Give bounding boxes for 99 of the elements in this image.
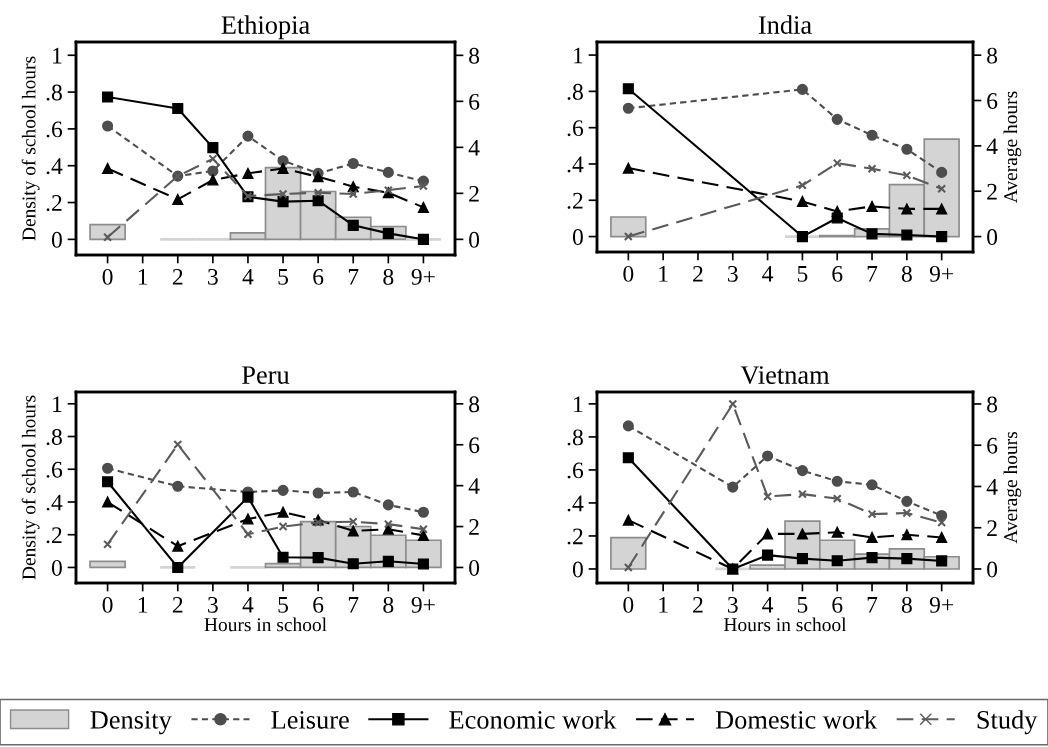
legend-label: Economic work xyxy=(449,710,617,729)
y-tick-label: 1 xyxy=(53,47,62,64)
x-tick-label: 1 xyxy=(659,265,668,282)
x-tick-label: 4 xyxy=(762,266,774,282)
x-tick-label: 9+ xyxy=(411,596,435,613)
y-tick-label: .4 xyxy=(567,495,584,512)
x-tick-label: 9+ xyxy=(411,268,435,285)
x-tick-label: 8 xyxy=(383,596,394,613)
y2-tick-label: 4 xyxy=(986,138,998,155)
chart-title: India xyxy=(758,15,812,34)
x-tick-label: 1 xyxy=(659,596,668,613)
x-tick-label: 6 xyxy=(313,596,324,613)
y-tick-label: .2 xyxy=(46,195,62,212)
x-tick-label: 3 xyxy=(728,265,738,282)
x-tick-label: 2 xyxy=(693,265,703,282)
y-tick-label: 1 xyxy=(53,396,62,412)
chart-title: Ethiopia xyxy=(221,15,310,40)
y-tick-label: 0 xyxy=(51,231,62,248)
x-tick-label: 1 xyxy=(138,596,148,613)
y2-tick-label: 4 xyxy=(468,478,480,494)
y-tick-label: .8 xyxy=(46,84,62,101)
y2-tick-label: 6 xyxy=(469,93,480,110)
x-tick-label: 9+ xyxy=(929,265,954,282)
y-axis-title: Density of school hours xyxy=(21,56,40,241)
y-tick-label: .6 xyxy=(46,461,63,478)
legend-label: Study xyxy=(977,710,1038,735)
y2-tick-label: 0 xyxy=(469,231,480,248)
y2-tick-label: 8 xyxy=(987,396,998,413)
x-tick-label: 5 xyxy=(278,269,289,285)
x-tick-label: 3 xyxy=(728,596,738,613)
x-tick-label: 0 xyxy=(102,268,113,285)
y-tick-label: .4 xyxy=(567,156,584,173)
x-tick-label: 4 xyxy=(242,597,254,613)
y2-tick-label: 0 xyxy=(987,229,998,245)
y-tick-label: 0 xyxy=(572,561,583,578)
legend-label: Density xyxy=(90,711,172,735)
y-tick-label: .8 xyxy=(567,83,583,100)
y2-axis-title: Average hours xyxy=(1003,431,1022,544)
x-tick-label: 7 xyxy=(867,266,878,282)
y-tick-label: .6 xyxy=(46,121,63,138)
x-tick-label: 4 xyxy=(242,269,254,285)
y2-tick-label: 2 xyxy=(987,520,997,536)
y-tick-label: 0 xyxy=(572,229,583,245)
x-tick-label: 3 xyxy=(208,268,218,285)
y2-tick-label: 8 xyxy=(987,47,998,64)
x-tick-label: 5 xyxy=(797,597,808,613)
x-tick-label: 0 xyxy=(623,265,634,282)
y2-tick-label: 6 xyxy=(987,93,998,109)
y2-tick-label: 8 xyxy=(469,47,480,64)
chart-title: Vietnam xyxy=(740,366,830,385)
y-tick-label: .2 xyxy=(567,528,583,545)
y2-tick-label: 2 xyxy=(469,519,479,535)
x-tick-label: 8 xyxy=(901,596,912,613)
y-tick-label: .4 xyxy=(46,158,63,175)
x-tick-label: 2 xyxy=(172,268,183,285)
x-tick-label: 7 xyxy=(348,597,359,613)
x-axis-title: Hours in school xyxy=(723,617,847,632)
legend-label: Leisure xyxy=(271,711,349,729)
x-tick-label: 3 xyxy=(208,596,218,613)
y-tick-label: .2 xyxy=(567,192,583,209)
y-tick-label: .4 xyxy=(46,494,63,511)
x-tick-label: 0 xyxy=(623,596,634,613)
y2-tick-label: 0 xyxy=(469,559,480,576)
x-tick-label: 5 xyxy=(278,597,289,613)
y2-tick-label: 2 xyxy=(469,185,479,202)
y-axis-title: Density of school hours xyxy=(21,395,40,580)
y-tick-label: 1 xyxy=(574,47,583,64)
chart-title: Peru xyxy=(242,366,290,384)
x-tick-label: 8 xyxy=(383,268,394,285)
y-tick-label: .6 xyxy=(567,120,584,137)
legend-label: Domestic work xyxy=(715,710,878,729)
x-tick-label: 2 xyxy=(172,596,183,613)
y2-tick-label: 4 xyxy=(468,140,480,156)
x-tick-label: 9+ xyxy=(929,596,954,613)
x-tick-label: 6 xyxy=(832,596,843,613)
y2-axis-title: Average hours xyxy=(1003,91,1022,204)
y2-tick-label: 0 xyxy=(987,561,998,578)
y2-tick-label: 8 xyxy=(469,396,480,413)
y-tick-label: .8 xyxy=(567,429,583,446)
y-tick-label: .8 xyxy=(46,429,62,446)
x-tick-label: 6 xyxy=(313,268,324,285)
x-tick-label: 0 xyxy=(102,596,113,613)
y-tick-label: 1 xyxy=(574,396,583,413)
y-tick-label: .2 xyxy=(46,527,62,544)
x-tick-label: 1 xyxy=(138,268,148,285)
x-axis-title: Hours in school xyxy=(204,617,327,632)
x-tick-label: 5 xyxy=(797,266,808,282)
x-tick-label: 2 xyxy=(693,596,703,613)
y-tick-label: 0 xyxy=(51,559,62,576)
y2-tick-label: 2 xyxy=(987,183,997,200)
y-tick-label: .6 xyxy=(567,462,584,479)
y2-tick-label: 6 xyxy=(469,437,480,454)
x-tick-label: 7 xyxy=(348,269,359,285)
y2-tick-label: 6 xyxy=(987,437,998,454)
x-tick-label: 6 xyxy=(832,265,843,282)
x-tick-label: 8 xyxy=(901,265,912,282)
y2-tick-label: 4 xyxy=(986,479,998,495)
x-tick-label: 4 xyxy=(762,597,774,613)
x-tick-label: 7 xyxy=(867,597,878,613)
